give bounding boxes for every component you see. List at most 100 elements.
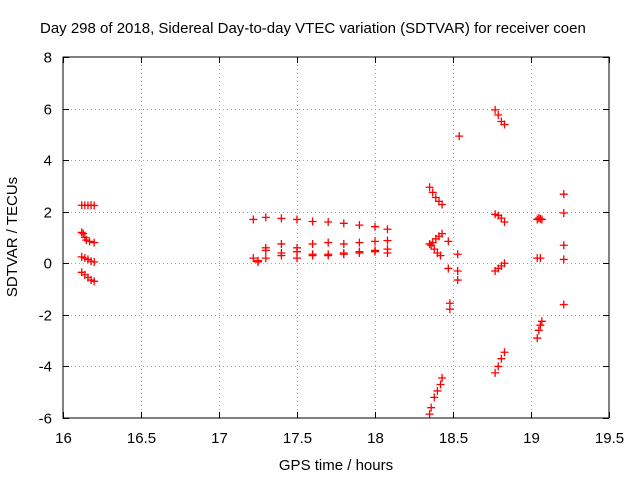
data-point [559,209,568,218]
data-point [444,237,453,246]
data-point [500,218,509,227]
data-point [249,215,258,224]
data-point [500,348,509,357]
data-point [453,250,462,259]
data-point [494,111,503,120]
y-tick-label: 2 [44,205,52,222]
data-point [371,246,379,255]
data-point [438,374,447,383]
data-point [261,213,270,222]
data-point [438,229,447,238]
data-point [383,236,392,245]
data-point [324,250,333,259]
series-s12 [444,237,462,285]
data-markers [77,105,568,419]
data-point [254,257,262,266]
series-s19 [491,348,509,377]
x-tick-label: 18.5 [439,430,468,447]
data-point [430,393,439,402]
y-tick-label: 8 [44,50,52,67]
x-tick-label: 16 [55,430,72,447]
data-point [444,264,453,273]
data-point [559,300,568,309]
data-point [85,237,94,246]
data-point [371,237,379,246]
series-s9 [425,183,447,209]
data-point [491,368,500,377]
x-tick-label: 19 [523,430,540,447]
x-tick-label: 17.5 [283,430,312,447]
data-point [277,214,286,223]
data-point [355,221,364,230]
data-point [559,241,568,250]
series-s8 [254,245,392,266]
series-s20 [533,214,546,224]
data-point [371,222,379,231]
data-point [293,215,301,224]
data-point [308,251,317,260]
data-point [79,229,88,238]
x-tick-label: 17 [211,430,228,447]
data-point [339,248,348,257]
data-point [249,254,258,263]
data-point [500,259,509,268]
y-tick-label: 0 [44,256,52,273]
y-tick-label: -2 [39,308,52,325]
data-point [90,201,99,210]
y-tick-label: -6 [39,411,52,428]
series-s17 [491,210,509,227]
data-point [383,245,392,254]
series-s3 [77,252,99,266]
plot-frame [62,56,610,419]
y-tick-label: 6 [44,102,52,119]
data-point [497,354,506,363]
series-s2 [77,228,99,247]
data-point [559,190,568,199]
data-point [534,326,543,335]
series-s21 [533,254,545,263]
data-point [77,228,86,237]
series-s1 [77,201,99,210]
series-s5 [249,213,392,234]
data-point [90,238,99,247]
data-point [428,188,437,197]
series-s22 [533,317,546,343]
data-point [453,276,462,285]
data-point [427,403,436,412]
data-point [383,225,392,234]
data-point [494,362,503,371]
x-axis-title: GPS time / hours [279,457,393,474]
series-s11 [427,241,445,260]
data-point [293,254,301,263]
series-s13 [444,264,454,314]
data-point [339,219,348,228]
data-point [308,217,317,226]
data-point [277,251,286,260]
series-s23 [559,190,568,309]
data-point [339,239,348,248]
data-point [536,254,545,263]
data-point [277,239,286,248]
chart-title: Day 298 of 2018, Sidereal Day-to-day VTE… [40,20,586,37]
data-point [436,251,445,260]
data-point [438,200,447,209]
x-tick-label: 19.5 [595,430,624,447]
data-point [425,410,434,419]
data-point [308,239,317,248]
data-point [433,386,442,395]
data-point [533,334,542,343]
data-point [559,255,568,264]
series-s4 [77,268,99,286]
data-point [453,267,462,276]
x-tick-label: 16.5 [127,430,156,447]
data-point [355,238,364,247]
data-point [537,317,546,326]
series-s18 [491,259,509,276]
series-s6 [249,236,392,263]
data-point [261,246,270,255]
data-point [90,277,99,286]
grid [63,57,609,418]
x-tick-label: 18 [367,430,384,447]
